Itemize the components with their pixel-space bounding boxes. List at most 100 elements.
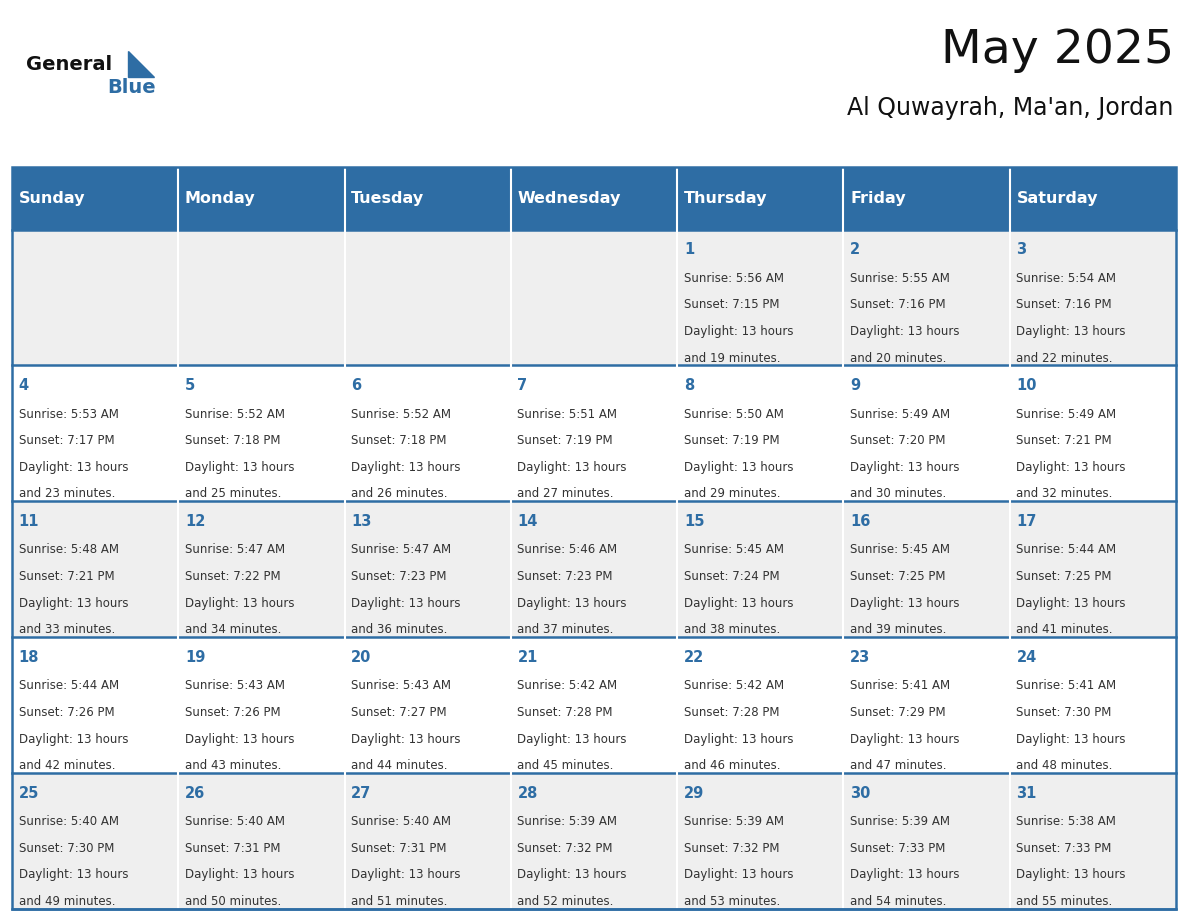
Bar [12,167,178,230]
Text: Daylight: 13 hours: Daylight: 13 hours [185,868,295,881]
Text: Sunset: 7:19 PM: Sunset: 7:19 PM [518,434,613,447]
Text: 30: 30 [851,786,871,800]
Text: Daylight: 13 hours: Daylight: 13 hours [185,597,295,610]
Text: and 53 minutes.: and 53 minutes. [684,895,781,908]
Text: Sunset: 7:29 PM: Sunset: 7:29 PM [851,706,946,719]
Text: 10: 10 [1017,378,1037,393]
Text: 18: 18 [19,650,39,665]
Text: Sunrise: 5:43 AM: Sunrise: 5:43 AM [352,679,451,692]
Text: Sunset: 7:31 PM: Sunset: 7:31 PM [352,842,447,855]
Text: and 27 minutes.: and 27 minutes. [518,487,614,500]
Text: Sunset: 7:18 PM: Sunset: 7:18 PM [352,434,447,447]
Text: Sunset: 7:30 PM: Sunset: 7:30 PM [19,842,114,855]
Text: 20: 20 [352,650,372,665]
Text: and 29 minutes.: and 29 minutes. [684,487,781,500]
Text: and 26 minutes.: and 26 minutes. [352,487,448,500]
Text: Daylight: 13 hours: Daylight: 13 hours [352,461,461,474]
Text: Sunrise: 5:49 AM: Sunrise: 5:49 AM [1017,408,1117,420]
Text: Tuesday: Tuesday [352,191,424,206]
Text: Sunrise: 5:41 AM: Sunrise: 5:41 AM [851,679,950,692]
Text: Blue: Blue [107,78,156,96]
Text: Sunrise: 5:41 AM: Sunrise: 5:41 AM [1017,679,1117,692]
Text: Daylight: 13 hours: Daylight: 13 hours [185,461,295,474]
Text: and 41 minutes.: and 41 minutes. [1017,623,1113,636]
Text: Daylight: 13 hours: Daylight: 13 hours [518,461,627,474]
Text: 19: 19 [185,650,206,665]
Text: Sunrise: 5:44 AM: Sunrise: 5:44 AM [19,679,119,692]
Text: and 50 minutes.: and 50 minutes. [185,895,282,908]
Text: 27: 27 [352,786,372,800]
Text: 28: 28 [518,786,538,800]
Text: and 33 minutes.: and 33 minutes. [19,623,115,636]
Text: Sunset: 7:25 PM: Sunset: 7:25 PM [1017,570,1112,583]
Text: Sunrise: 5:39 AM: Sunrise: 5:39 AM [851,815,950,828]
Text: and 23 minutes.: and 23 minutes. [19,487,115,500]
Text: Sunset: 7:21 PM: Sunset: 7:21 PM [1017,434,1112,447]
Bar [12,230,1176,365]
Text: and 48 minutes.: and 48 minutes. [1017,759,1113,772]
Text: Sunrise: 5:48 AM: Sunrise: 5:48 AM [19,543,119,556]
Bar [12,773,1176,909]
Text: Sunrise: 5:44 AM: Sunrise: 5:44 AM [1017,543,1117,556]
Text: Friday: Friday [851,191,905,206]
Text: and 37 minutes.: and 37 minutes. [518,623,614,636]
Text: Daylight: 13 hours: Daylight: 13 hours [851,733,960,745]
Text: Daylight: 13 hours: Daylight: 13 hours [518,868,627,881]
Text: Sunrise: 5:56 AM: Sunrise: 5:56 AM [684,272,784,285]
Text: Sunset: 7:26 PM: Sunset: 7:26 PM [185,706,280,719]
Text: and 42 minutes.: and 42 minutes. [19,759,115,772]
Text: Daylight: 13 hours: Daylight: 13 hours [352,597,461,610]
Text: Sunset: 7:19 PM: Sunset: 7:19 PM [684,434,779,447]
Text: Sunrise: 5:51 AM: Sunrise: 5:51 AM [518,408,618,420]
Text: Sunrise: 5:39 AM: Sunrise: 5:39 AM [518,815,618,828]
Text: and 46 minutes.: and 46 minutes. [684,759,781,772]
Text: and 52 minutes.: and 52 minutes. [518,895,614,908]
Text: Sunset: 7:31 PM: Sunset: 7:31 PM [185,842,280,855]
Text: 22: 22 [684,650,704,665]
Text: Sunrise: 5:42 AM: Sunrise: 5:42 AM [518,679,618,692]
Text: Daylight: 13 hours: Daylight: 13 hours [684,597,794,610]
Text: Daylight: 13 hours: Daylight: 13 hours [684,461,794,474]
Text: Daylight: 13 hours: Daylight: 13 hours [851,597,960,610]
Text: Thursday: Thursday [684,191,767,206]
Text: Daylight: 13 hours: Daylight: 13 hours [851,461,960,474]
Text: Sunset: 7:25 PM: Sunset: 7:25 PM [851,570,946,583]
Text: and 55 minutes.: and 55 minutes. [1017,895,1113,908]
Text: 14: 14 [518,514,538,529]
Text: Sunset: 7:24 PM: Sunset: 7:24 PM [684,570,779,583]
Text: General: General [26,55,112,73]
Text: Daylight: 13 hours: Daylight: 13 hours [352,733,461,745]
Text: Sunset: 7:33 PM: Sunset: 7:33 PM [851,842,946,855]
Text: Al Quwayrah, Ma'an, Jordan: Al Quwayrah, Ma'an, Jordan [847,96,1174,120]
Text: 2: 2 [851,242,860,257]
Text: Wednesday: Wednesday [518,191,621,206]
Text: Sunset: 7:23 PM: Sunset: 7:23 PM [518,570,613,583]
Text: Daylight: 13 hours: Daylight: 13 hours [684,733,794,745]
Text: and 44 minutes.: and 44 minutes. [352,759,448,772]
Polygon shape [128,51,154,77]
Text: Sunset: 7:26 PM: Sunset: 7:26 PM [19,706,114,719]
Text: 7: 7 [518,378,527,393]
Text: Saturday: Saturday [1017,191,1098,206]
Text: 6: 6 [352,378,361,393]
Text: 5: 5 [185,378,195,393]
Text: Daylight: 13 hours: Daylight: 13 hours [1017,733,1126,745]
Text: and 47 minutes.: and 47 minutes. [851,759,947,772]
Text: Sunset: 7:33 PM: Sunset: 7:33 PM [1017,842,1112,855]
Text: Daylight: 13 hours: Daylight: 13 hours [518,597,627,610]
Text: Daylight: 13 hours: Daylight: 13 hours [851,868,960,881]
Text: 8: 8 [684,378,694,393]
Text: Sunrise: 5:49 AM: Sunrise: 5:49 AM [851,408,950,420]
Text: Daylight: 13 hours: Daylight: 13 hours [684,868,794,881]
Text: Sunrise: 5:40 AM: Sunrise: 5:40 AM [185,815,285,828]
Text: 15: 15 [684,514,704,529]
Text: 24: 24 [1017,650,1037,665]
Text: Sunrise: 5:50 AM: Sunrise: 5:50 AM [684,408,784,420]
Text: Daylight: 13 hours: Daylight: 13 hours [185,733,295,745]
Text: 9: 9 [851,378,860,393]
Text: Sunrise: 5:46 AM: Sunrise: 5:46 AM [518,543,618,556]
Text: and 39 minutes.: and 39 minutes. [851,623,947,636]
Text: Sunrise: 5:38 AM: Sunrise: 5:38 AM [1017,815,1117,828]
Text: and 36 minutes.: and 36 minutes. [352,623,448,636]
Text: Sunrise: 5:39 AM: Sunrise: 5:39 AM [684,815,784,828]
